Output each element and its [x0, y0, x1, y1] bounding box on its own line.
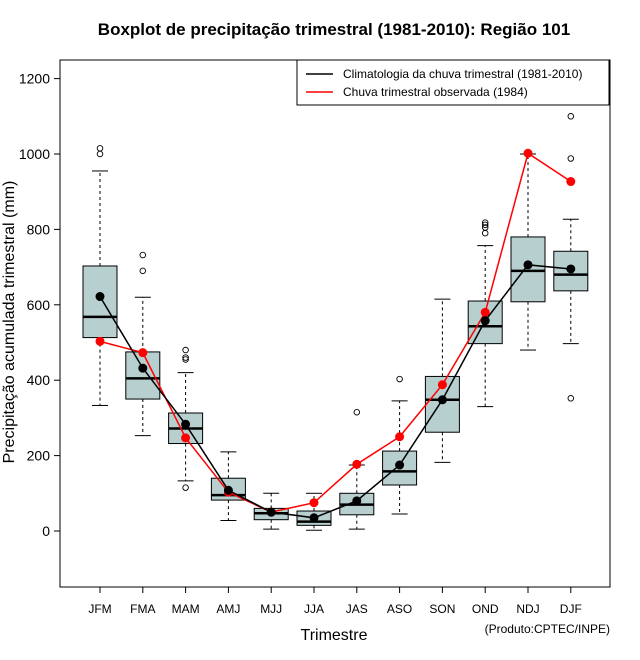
series-point-observed [566, 177, 576, 187]
outlier-point [567, 113, 575, 120]
legend-label-climatology: Climatologia da chuva trimestral (1981-2… [343, 67, 582, 81]
outlier-point [182, 354, 189, 361]
box-mam [168, 346, 204, 491]
series-line-observed [99, 152, 572, 513]
y-tick-label: 1200 [19, 71, 50, 87]
series-point-observed [352, 459, 362, 469]
y-tick-label: 400 [27, 372, 51, 388]
y-tick-label: 200 [27, 448, 51, 464]
series-point-climatology [266, 507, 276, 517]
outlier-point [481, 219, 489, 226]
series-point-climatology [309, 513, 319, 523]
series-point-climatology [566, 264, 576, 274]
y-axis-label: Precipitação acumulada trimestral (mm) [1, 181, 18, 464]
outlier-point [96, 150, 104, 158]
y-tick-label: 1000 [19, 146, 50, 162]
series-point-observed [480, 307, 490, 317]
outlier-point [567, 395, 575, 402]
box-layer [82, 113, 589, 531]
outlier-point [182, 346, 189, 354]
series-point-observed [138, 348, 148, 358]
series-point-climatology [437, 395, 447, 405]
box-jas [339, 408, 375, 530]
series-point-climatology [395, 460, 405, 470]
legend-label-observed: Chuva trimestral observada (1984) [343, 85, 528, 99]
outlier-point [139, 251, 147, 259]
chart-title: Boxplot de precipitação trimestral (1981… [98, 20, 570, 39]
x-tick-label: JAS [346, 602, 368, 616]
x-tick-label: SON [429, 602, 455, 616]
box-djf [553, 113, 589, 402]
x-tick-label: DJF [560, 602, 582, 616]
x-tick-label: MAM [172, 602, 200, 616]
outlier-point [567, 155, 575, 162]
series-point-observed [523, 148, 533, 158]
x-tick-label: ASO [387, 602, 412, 616]
outlier-point [182, 484, 189, 491]
series-point-observed [437, 380, 447, 390]
series-point-climatology [223, 485, 233, 495]
outlier-point [396, 375, 403, 383]
series-point-observed [395, 432, 405, 442]
outlier-point [481, 229, 489, 237]
x-tick-label: MJJ [260, 602, 282, 616]
x-tick-label: JFM [88, 602, 111, 616]
outlier-point [182, 356, 189, 363]
series-layer [95, 148, 576, 523]
box-iqr [510, 236, 546, 303]
series-point-climatology [138, 363, 148, 373]
series-point-observed [309, 498, 319, 508]
series-point-observed [95, 336, 105, 346]
outlier-point [481, 224, 489, 231]
box-ndj [510, 153, 546, 351]
x-tick-label: AMJ [216, 602, 240, 616]
axes-frame-layer: 0 200 400 600 800 1000 1200 JFM FMA MAM AMJ MJJ JJA J… [19, 59, 611, 616]
box-iqr [82, 265, 118, 339]
y-tick-label: 0 [42, 523, 50, 539]
series-climatology [95, 260, 576, 523]
series-point-climatology [480, 316, 490, 326]
series-point-climatology [181, 419, 191, 429]
series-point-observed [181, 433, 191, 443]
outlier-point [353, 408, 361, 416]
outlier-point [96, 145, 104, 152]
y-tick-label: 600 [27, 297, 51, 313]
legend-box [296, 59, 610, 106]
x-tick-label: NDJ [516, 602, 539, 616]
series-point-climatology [352, 496, 362, 506]
series-point-climatology [523, 260, 533, 270]
plot-frame [59, 59, 611, 588]
x-axis-label: Trimestre [301, 627, 368, 644]
series-point-climatology [95, 292, 105, 302]
outlier-point [481, 221, 489, 229]
series-line-climatology [99, 264, 571, 519]
credit-text: (Produto:CPTEC/INPE) [485, 622, 610, 636]
legend: Climatologia da chuva trimestral (1981-2… [296, 59, 610, 106]
series-observed [95, 148, 576, 517]
box-jfm [82, 145, 118, 406]
x-tick-label: OND [472, 602, 499, 616]
box-fma [125, 251, 161, 437]
x-tick-label: JJA [304, 602, 324, 616]
x-tick-label: FMA [130, 602, 155, 616]
y-tick-label: 800 [27, 221, 51, 237]
outlier-point [139, 267, 147, 275]
